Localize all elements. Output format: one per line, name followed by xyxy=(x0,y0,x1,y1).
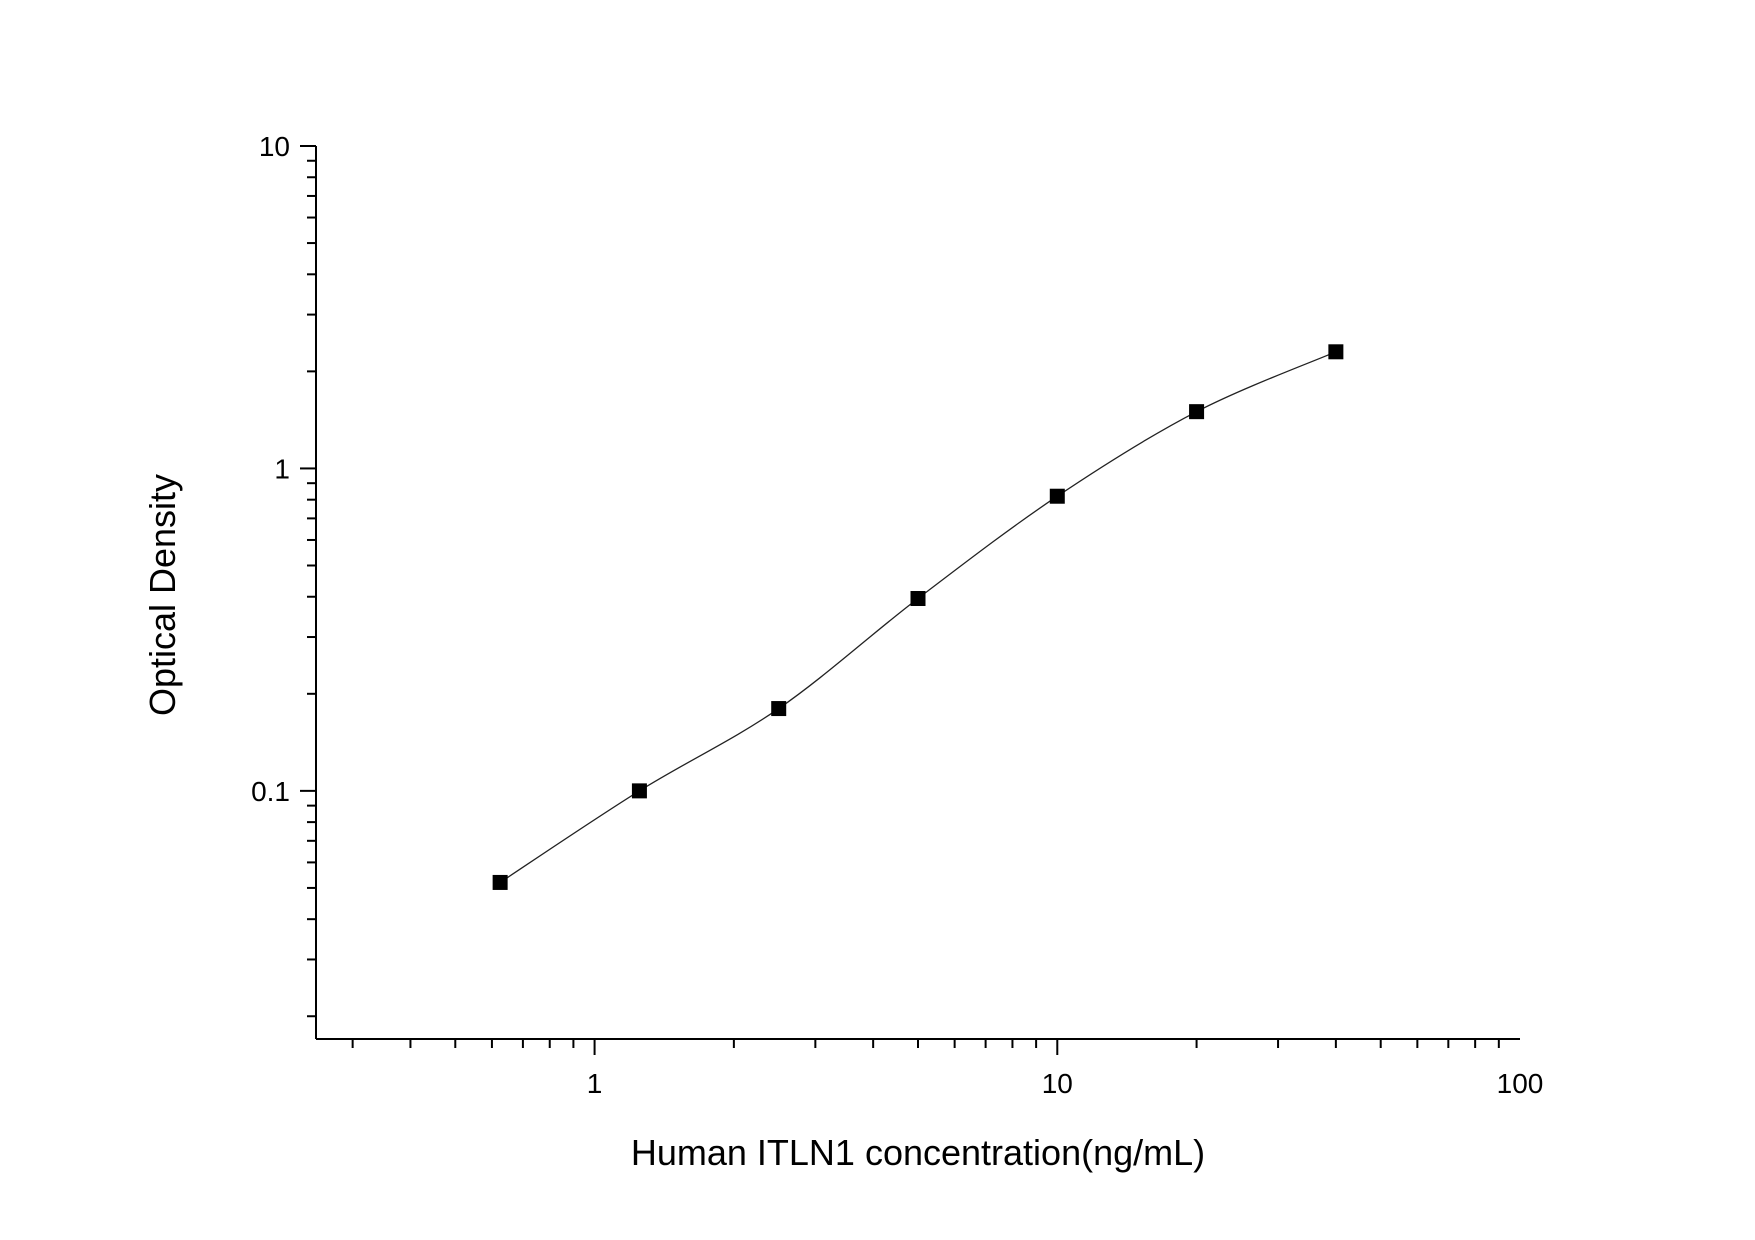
data-point xyxy=(1049,488,1065,504)
data-point xyxy=(492,874,508,890)
x-tick-label: 10 xyxy=(1042,1068,1073,1099)
data-point xyxy=(1328,344,1344,360)
x-tick-label: 100 xyxy=(1497,1068,1544,1099)
x-ticks: 1 10 100 xyxy=(351,1039,1544,1099)
data-points xyxy=(492,344,1344,890)
fit-curve xyxy=(499,351,1337,883)
y-axis-title: Optical Density xyxy=(142,474,183,716)
y-tick-label: 1 xyxy=(274,453,290,484)
x-tick-label: 1 xyxy=(587,1068,603,1099)
data-point xyxy=(1189,404,1205,420)
x-axis-title: Human ITLN1 concentration(ng/mL) xyxy=(631,1132,1205,1173)
data-point xyxy=(910,591,926,607)
y-tick-label: 10 xyxy=(259,131,290,162)
data-point xyxy=(771,701,787,717)
data-point xyxy=(631,783,647,799)
y-ticks: 0.1 1 10 xyxy=(251,131,316,1018)
y-tick-label: 0.1 xyxy=(251,776,290,807)
